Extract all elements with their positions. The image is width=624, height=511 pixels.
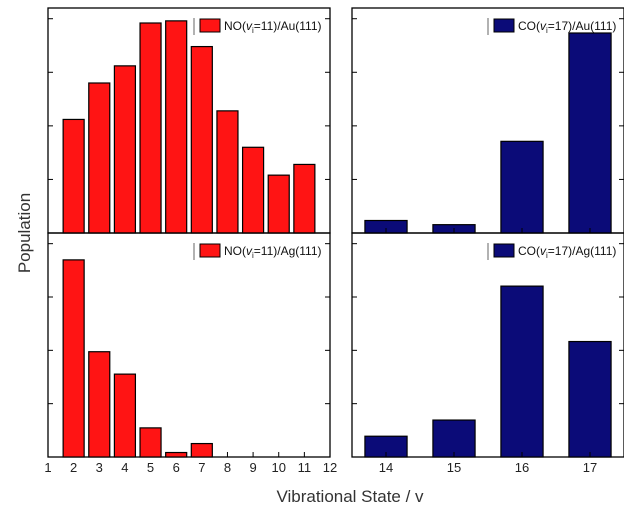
bar-v2	[62, 118, 85, 234]
bar-v2	[62, 259, 85, 458]
x-tick-label: 16	[515, 460, 529, 475]
bar-v11	[293, 163, 316, 234]
x-tick-label: 12	[323, 460, 337, 475]
bar-v5	[139, 427, 162, 458]
x-tick-label: 5	[147, 460, 154, 475]
legend-label: CO(vi=17)/Ag(111)	[518, 244, 616, 260]
x-tick-label: 11	[298, 460, 312, 475]
bar-v8	[216, 110, 239, 234]
legend-label: NO(vi=11)/Ag(111)	[224, 244, 322, 260]
x-tick-label: 15	[447, 460, 461, 475]
x-tick-label: 8	[224, 460, 231, 475]
bar-v15	[432, 419, 476, 458]
x-tick-label: 17	[583, 460, 597, 475]
bar-v5	[139, 22, 162, 234]
bar-v16	[500, 140, 544, 234]
bar-v4	[113, 65, 137, 234]
bar-v6	[165, 20, 188, 234]
bar-v3	[88, 82, 111, 234]
panel-bottom-right: 14 15 16 17 CO(vi=17)/Ag(111)	[351, 232, 624, 475]
legend-label: NO(vi=11)/Au(111)	[224, 19, 322, 35]
x-tick-label: 1	[44, 460, 51, 475]
panel-top-right: CO(vi=17)/Au(111)	[351, 7, 624, 234]
bar-v9	[241, 146, 265, 234]
bar-v17	[568, 32, 612, 234]
bar-v7	[190, 45, 213, 234]
bar-v16	[500, 285, 544, 458]
bar-v7	[190, 442, 213, 458]
legend-label: CO(vi=17)/Au(111)	[518, 19, 616, 35]
x-tick-label: 7	[198, 460, 205, 475]
x-tick-label: 10	[271, 460, 285, 475]
x-tick-label: 6	[173, 460, 180, 475]
legend-swatch	[199, 18, 221, 33]
x-tick-label: 4	[121, 460, 128, 475]
plot-frame	[47, 232, 331, 458]
x-axis-title: Vibrational State / v	[276, 487, 424, 506]
bar-v17	[568, 340, 612, 458]
x-tick-label: 9	[249, 460, 256, 475]
x-tick-label: 14	[379, 460, 393, 475]
plot-frame	[351, 232, 624, 458]
bar-v6	[165, 451, 188, 458]
bar-v10	[267, 174, 290, 234]
legend-swatch	[493, 18, 515, 33]
legend-swatch	[493, 243, 515, 258]
panel-top-left: NO(vi=11)/Au(111)	[47, 7, 331, 234]
legend-swatch	[199, 243, 221, 258]
bar-v4	[113, 373, 137, 458]
x-tick-label: 2	[70, 460, 77, 475]
x-tick-label: 3	[96, 460, 103, 475]
y-axis-title: Population	[15, 193, 34, 273]
bar-v3	[88, 351, 111, 458]
